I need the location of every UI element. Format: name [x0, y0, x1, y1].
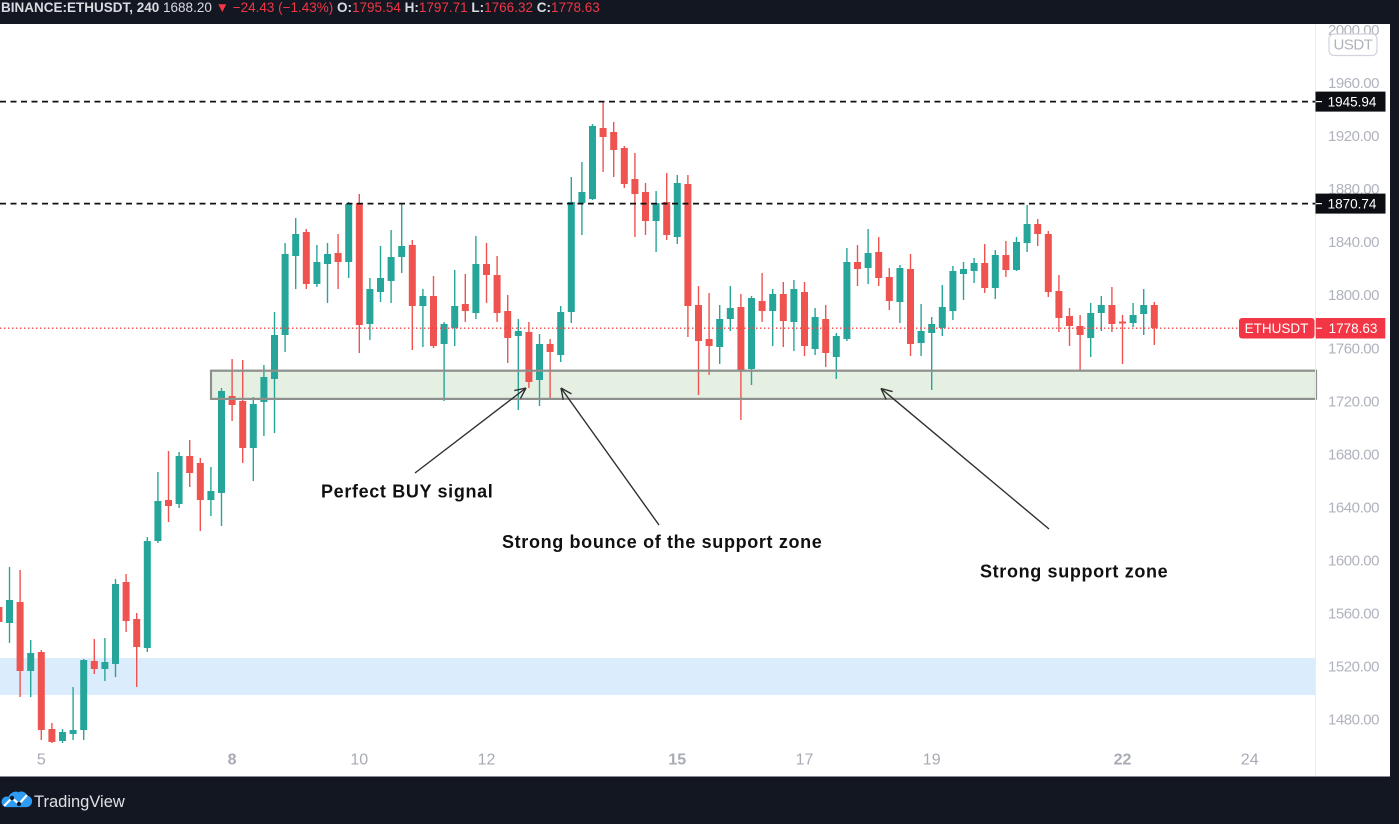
- svg-text:19: 19: [923, 751, 941, 768]
- svg-text:12: 12: [478, 751, 496, 768]
- svg-text:8: 8: [228, 751, 237, 768]
- svg-text:5: 5: [37, 751, 46, 768]
- svg-text:Strong bounce of the support z: Strong bounce of the support zone: [502, 532, 822, 552]
- svg-text:24: 24: [1241, 751, 1259, 768]
- svg-text:17: 17: [796, 751, 814, 768]
- svg-text:10: 10: [350, 751, 368, 768]
- svg-text:1960.00: 1960.00: [1328, 75, 1379, 92]
- svg-text:Strong support zone: Strong support zone: [980, 562, 1168, 582]
- svg-text:1840.00: 1840.00: [1328, 234, 1379, 251]
- svg-text:1800.00: 1800.00: [1328, 287, 1379, 304]
- svg-text:TradingView: TradingView: [34, 793, 125, 811]
- svg-text:1640.00: 1640.00: [1328, 500, 1379, 517]
- svg-text:15: 15: [668, 751, 686, 768]
- svg-text:ETHUSDT: ETHUSDT: [1245, 321, 1309, 336]
- svg-text:USDT: USDT: [1333, 37, 1372, 54]
- svg-text:Perfect BUY signal: Perfect BUY signal: [321, 482, 493, 502]
- svg-text:22: 22: [1114, 751, 1132, 768]
- svg-text:BINANCE:ETHUSDT, 240 1688.20 ▼: BINANCE:ETHUSDT, 240 1688.20 ▼ −24.43 (−…: [1, 0, 600, 15]
- svg-text:1760.00: 1760.00: [1328, 340, 1379, 357]
- svg-text:1870.74: 1870.74: [1328, 196, 1377, 211]
- svg-text:1720.00: 1720.00: [1328, 393, 1379, 410]
- svg-text:1778.63: 1778.63: [1329, 321, 1378, 336]
- svg-text:1920.00: 1920.00: [1328, 128, 1379, 145]
- svg-text:1520.00: 1520.00: [1328, 659, 1379, 676]
- svg-text:1945.94: 1945.94: [1328, 94, 1377, 109]
- svg-text:1480.00: 1480.00: [1328, 712, 1379, 729]
- svg-text:1680.00: 1680.00: [1328, 446, 1379, 463]
- svg-text:1560.00: 1560.00: [1328, 606, 1379, 623]
- svg-text:1600.00: 1600.00: [1328, 553, 1379, 570]
